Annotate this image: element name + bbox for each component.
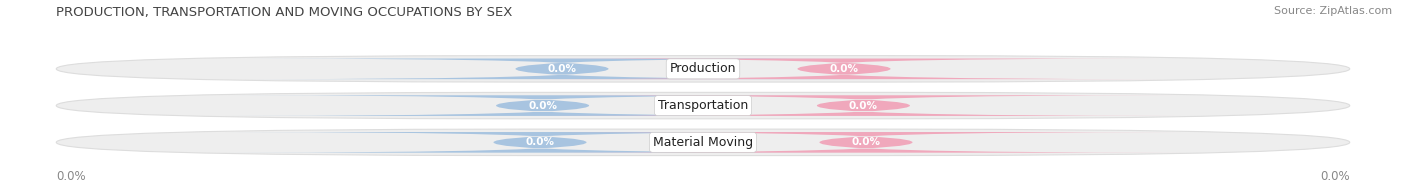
Text: Source: ZipAtlas.com: Source: ZipAtlas.com [1274, 6, 1392, 16]
Text: 0.0%: 0.0% [547, 64, 576, 74]
Text: Transportation: Transportation [658, 99, 748, 112]
Text: 0.0%: 0.0% [526, 137, 554, 147]
Text: 0.0%: 0.0% [56, 170, 86, 183]
FancyBboxPatch shape [550, 132, 1182, 153]
FancyBboxPatch shape [246, 59, 879, 79]
FancyBboxPatch shape [527, 59, 1160, 79]
FancyBboxPatch shape [56, 92, 1350, 119]
Text: Material Moving: Material Moving [652, 136, 754, 149]
Text: 0.0%: 0.0% [852, 137, 880, 147]
FancyBboxPatch shape [56, 129, 1350, 156]
FancyBboxPatch shape [224, 132, 856, 153]
Text: PRODUCTION, TRANSPORTATION AND MOVING OCCUPATIONS BY SEX: PRODUCTION, TRANSPORTATION AND MOVING OC… [56, 6, 513, 19]
Text: 0.0%: 0.0% [1320, 170, 1350, 183]
FancyBboxPatch shape [547, 95, 1180, 116]
FancyBboxPatch shape [56, 56, 1350, 82]
Text: 0.0%: 0.0% [830, 64, 859, 74]
Text: 0.0%: 0.0% [529, 101, 557, 111]
Text: 0.0%: 0.0% [849, 101, 877, 111]
Text: Production: Production [669, 62, 737, 75]
FancyBboxPatch shape [226, 95, 859, 116]
